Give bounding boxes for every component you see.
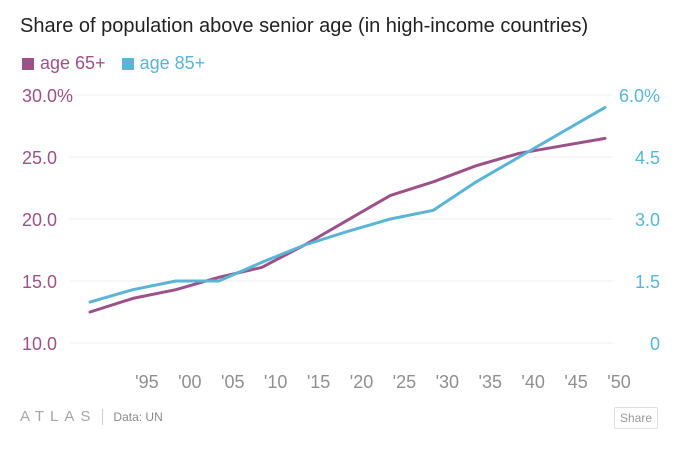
legend-swatch-85 <box>121 57 134 70</box>
y-right-tick-label: 6.0% <box>619 86 660 106</box>
chart-title: Share of population above senior age (in… <box>20 15 589 37</box>
x-tick-label: '20 <box>350 372 373 392</box>
x-tick-label: '35 <box>479 372 502 392</box>
legend-swatch-65 <box>22 57 34 70</box>
y-left-tick-label: 20.0 <box>22 210 57 230</box>
footer-divider <box>102 408 104 425</box>
x-tick-label: '05 <box>221 372 244 392</box>
x-tick-label: '30 <box>436 372 459 392</box>
data-source: Data: UN <box>113 409 163 424</box>
x-tick-label: '15 <box>307 372 330 392</box>
series-line-age-65 <box>88 136 607 314</box>
y-left-tick-label: 15.0 <box>22 272 57 292</box>
chart-legend: age 65+ age 85+ <box>22 53 205 74</box>
legend-label-85: age 85+ <box>139 53 206 73</box>
x-tick-label: '40 <box>521 372 544 392</box>
y-left-tick-label: 10.0 <box>22 334 57 354</box>
y-right-tick-label: 3.0 <box>635 210 660 230</box>
share-button[interactable]: Share <box>614 407 658 429</box>
y-right-tick-label: 0 <box>650 334 660 354</box>
x-tick-label: '00 <box>178 372 201 392</box>
series-line-age-85 <box>88 105 607 304</box>
legend-item-65: age 65+ <box>22 53 106 74</box>
y-right-tick-label: 1.5 <box>635 272 660 292</box>
legend-item-85: age 85+ <box>121 53 206 74</box>
x-tick-label: '45 <box>564 372 587 392</box>
y-left-tick-label: 25.0 <box>22 148 57 168</box>
atlas-logo: ATLAS <box>20 408 97 425</box>
x-tick-label: '25 <box>393 372 416 392</box>
legend-label-65: age 65+ <box>40 53 106 73</box>
y-right-tick-label: 4.5 <box>635 148 660 168</box>
x-tick-label: '95 <box>135 372 158 392</box>
footer: ATLAS Data: UN <box>20 408 163 425</box>
x-tick-label: '50 <box>607 372 630 392</box>
x-tick-label: '10 <box>264 372 287 392</box>
y-left-tick-label: 30.0% <box>22 86 73 106</box>
line-chart: 10.0 0 15.0 1.5 20.0 3.0 25.0 4.5 30.0% 6.0% '95 '0… <box>22 86 660 392</box>
